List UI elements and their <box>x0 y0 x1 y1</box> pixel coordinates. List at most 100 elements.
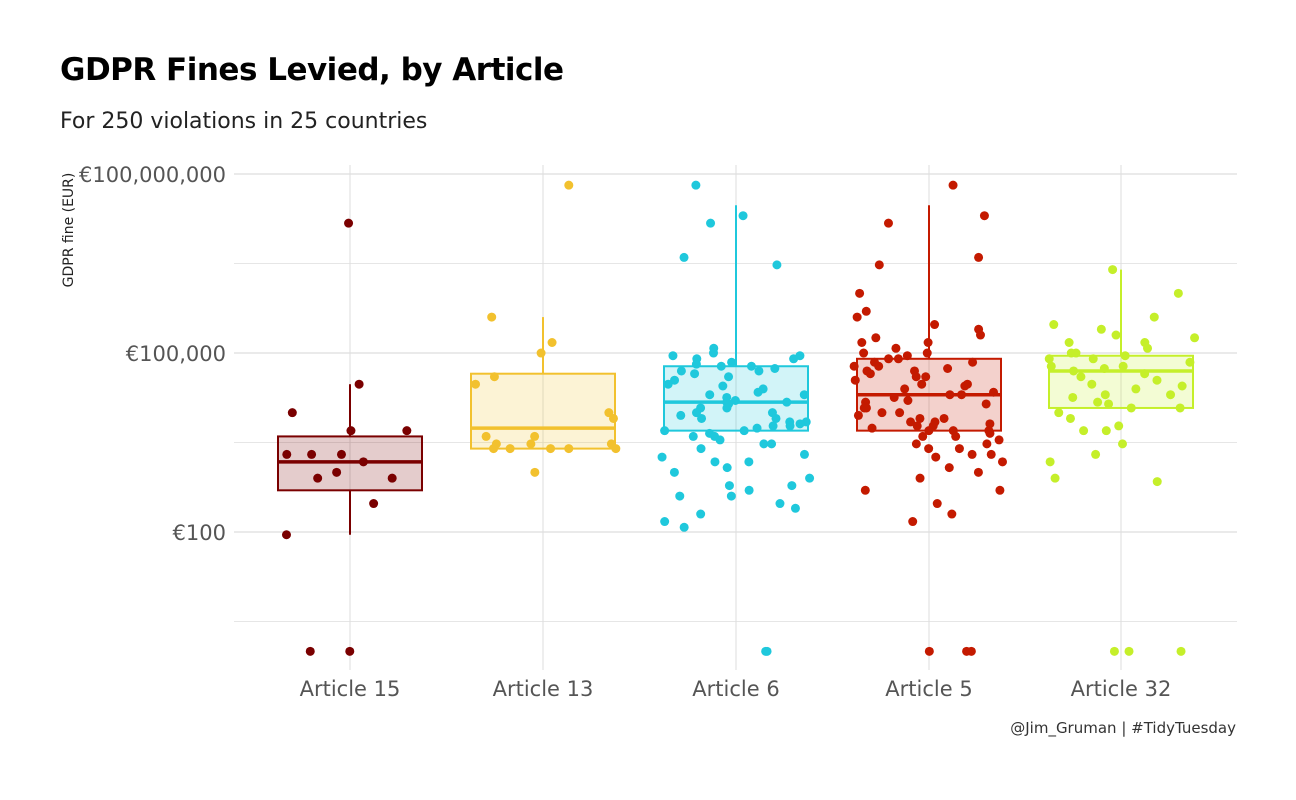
data-point <box>1044 354 1054 364</box>
data-point <box>1114 421 1124 431</box>
data-point <box>853 410 863 420</box>
data-point <box>771 413 781 423</box>
data-point <box>696 444 706 454</box>
data-point <box>943 364 953 374</box>
data-point <box>1049 320 1059 330</box>
data-point <box>849 361 859 371</box>
data-point <box>1117 439 1127 449</box>
data-point <box>753 387 763 397</box>
data-point <box>344 218 354 228</box>
data-point <box>305 646 315 656</box>
box-iqr <box>470 372 616 450</box>
data-point <box>906 417 916 427</box>
data-point <box>402 426 412 436</box>
data-point <box>982 439 992 449</box>
data-point <box>874 260 884 270</box>
data-point <box>546 444 556 454</box>
data-point <box>1124 646 1134 656</box>
box-4 <box>856 205 1002 432</box>
data-point <box>668 351 678 361</box>
data-point <box>313 473 323 483</box>
data-point <box>1093 397 1103 407</box>
data-point <box>1111 330 1121 340</box>
data-point <box>859 348 869 358</box>
data-point <box>924 426 934 436</box>
data-point <box>1140 369 1150 379</box>
y-axis: €100 €100,000 €100,000,000 <box>79 163 226 545</box>
data-point <box>948 180 958 190</box>
data-point <box>1087 379 1097 389</box>
data-point <box>947 509 957 519</box>
data-point <box>989 387 999 397</box>
jitter-points <box>281 180 1200 656</box>
data-point <box>1126 403 1136 413</box>
box-2 <box>470 317 616 450</box>
data-point <box>744 457 754 467</box>
data-point <box>505 444 515 454</box>
data-point <box>1076 372 1086 382</box>
data-point <box>1108 265 1118 275</box>
data-point <box>1064 338 1074 348</box>
data-point <box>727 357 737 367</box>
data-point <box>691 359 701 369</box>
data-point <box>759 439 769 449</box>
data-point <box>902 351 912 361</box>
data-point <box>1088 354 1098 364</box>
data-point <box>985 419 995 429</box>
data-point <box>852 312 862 322</box>
data-point <box>526 439 536 449</box>
data-point <box>608 413 618 423</box>
points-5 <box>1044 265 1200 656</box>
data-point <box>790 503 800 513</box>
data-point <box>1152 375 1162 385</box>
data-point <box>336 449 346 459</box>
data-point <box>663 379 673 389</box>
data-point <box>1104 399 1114 409</box>
data-point <box>738 211 748 221</box>
box-1 <box>277 384 423 535</box>
data-point <box>785 421 795 431</box>
data-point <box>966 646 976 656</box>
data-point <box>675 491 685 501</box>
data-point <box>345 646 355 656</box>
y-tick-label: €100,000 <box>126 342 226 366</box>
data-point <box>679 522 689 532</box>
data-point <box>724 481 734 491</box>
data-point <box>697 413 707 423</box>
y-tick-label: €100 <box>173 521 226 545</box>
data-point <box>676 366 686 376</box>
data-point <box>932 499 942 509</box>
data-point <box>768 421 778 431</box>
data-point <box>489 444 499 454</box>
data-point <box>611 444 621 454</box>
data-point <box>789 354 799 364</box>
data-point <box>726 491 736 501</box>
data-point <box>924 444 934 454</box>
data-point <box>709 348 719 358</box>
data-point <box>676 410 686 420</box>
points-1 <box>281 218 412 656</box>
data-point <box>911 372 921 382</box>
data-point <box>564 444 574 454</box>
data-point <box>705 390 715 400</box>
data-point <box>1175 403 1185 413</box>
data-point <box>1166 390 1176 400</box>
data-point <box>1109 646 1119 656</box>
data-point <box>945 390 955 400</box>
data-point <box>1143 343 1153 353</box>
data-point <box>923 338 933 348</box>
data-point <box>944 463 954 473</box>
data-point <box>857 338 867 348</box>
data-point <box>860 485 870 495</box>
data-point <box>912 421 922 431</box>
data-point <box>968 357 978 367</box>
data-point <box>979 211 989 221</box>
data-point <box>1054 408 1064 418</box>
data-point <box>884 354 894 364</box>
data-point <box>871 333 881 343</box>
data-point <box>660 517 670 527</box>
data-point <box>931 452 941 462</box>
data-point <box>986 449 996 459</box>
data-point <box>281 530 291 540</box>
data-point <box>883 218 893 228</box>
